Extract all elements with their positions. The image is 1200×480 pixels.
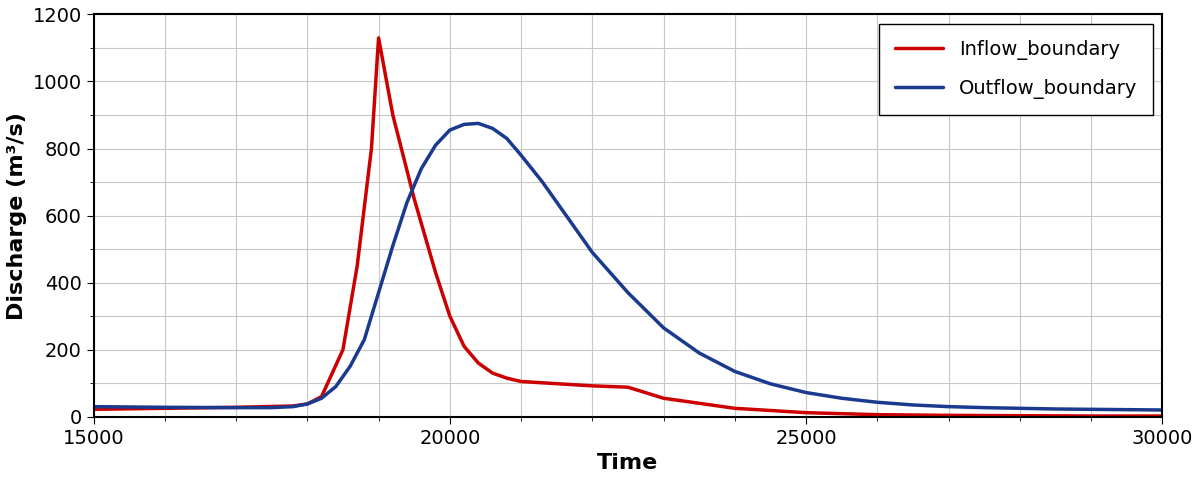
Outflow_boundary xyxy=(499,135,514,141)
Outflow_boundary xyxy=(834,396,848,401)
Outflow_boundary xyxy=(157,405,172,410)
Line: Outflow_boundary: Outflow_boundary xyxy=(94,123,1163,410)
Inflow_boundary xyxy=(350,263,365,269)
Outflow_boundary xyxy=(229,405,244,410)
Outflow_boundary xyxy=(314,396,329,401)
Outflow_boundary xyxy=(1156,407,1170,413)
Outflow_boundary xyxy=(414,166,428,171)
Inflow_boundary xyxy=(300,401,314,407)
Inflow_boundary xyxy=(1013,413,1027,419)
Outflow_boundary xyxy=(1084,407,1098,412)
Outflow_boundary xyxy=(692,350,707,356)
Outflow_boundary xyxy=(727,369,742,374)
Inflow_boundary xyxy=(870,412,884,418)
Outflow_boundary xyxy=(1049,406,1063,412)
Inflow_boundary xyxy=(443,313,457,319)
Outflow_boundary xyxy=(286,404,300,409)
Inflow_boundary xyxy=(229,405,244,410)
Inflow_boundary xyxy=(942,412,956,418)
Inflow_boundary xyxy=(472,360,486,366)
Inflow_boundary xyxy=(620,384,635,390)
Outflow_boundary xyxy=(870,399,884,405)
Outflow_boundary xyxy=(358,336,372,342)
Outflow_boundary xyxy=(620,290,635,296)
Outflow_boundary xyxy=(906,402,920,408)
Outflow_boundary xyxy=(472,120,486,126)
Outflow_boundary xyxy=(485,126,499,132)
Outflow_boundary xyxy=(557,209,571,215)
Inflow_boundary xyxy=(457,343,472,349)
Outflow_boundary xyxy=(400,199,414,205)
Inflow_boundary xyxy=(485,370,499,376)
Legend: Inflow_boundary, Outflow_boundary: Inflow_boundary, Outflow_boundary xyxy=(878,24,1153,115)
X-axis label: Time: Time xyxy=(598,453,659,473)
Outflow_boundary xyxy=(264,405,278,410)
Outflow_boundary xyxy=(329,384,343,389)
Outflow_boundary xyxy=(656,325,671,331)
Inflow_boundary xyxy=(727,406,742,411)
Outflow_boundary xyxy=(763,381,778,387)
Outflow_boundary xyxy=(942,404,956,409)
Outflow_boundary xyxy=(443,127,457,133)
Inflow_boundary xyxy=(1084,413,1098,419)
Outflow_boundary xyxy=(300,401,314,407)
Outflow_boundary xyxy=(343,363,358,369)
Inflow_boundary xyxy=(656,396,671,401)
Outflow_boundary xyxy=(535,179,550,185)
Outflow_boundary xyxy=(977,405,991,410)
Inflow_boundary xyxy=(428,270,443,276)
Outflow_boundary xyxy=(586,250,600,255)
Outflow_boundary xyxy=(428,142,443,148)
Inflow_boundary xyxy=(314,394,329,399)
Inflow_boundary xyxy=(365,145,379,151)
Inflow_boundary xyxy=(371,35,385,41)
Inflow_boundary xyxy=(514,379,528,384)
Inflow_boundary xyxy=(586,383,600,389)
Outflow_boundary xyxy=(1120,407,1134,412)
Outflow_boundary xyxy=(371,290,385,296)
Y-axis label: Discharge (m³/s): Discharge (m³/s) xyxy=(7,112,26,320)
Inflow_boundary xyxy=(1156,413,1170,419)
Inflow_boundary xyxy=(336,347,350,352)
Inflow_boundary xyxy=(385,112,400,118)
Inflow_boundary xyxy=(86,407,101,412)
Inflow_boundary xyxy=(499,375,514,381)
Outflow_boundary xyxy=(385,243,400,249)
Line: Inflow_boundary: Inflow_boundary xyxy=(94,38,1163,416)
Inflow_boundary xyxy=(407,196,421,202)
Outflow_boundary xyxy=(799,390,814,396)
Inflow_boundary xyxy=(286,403,300,409)
Outflow_boundary xyxy=(514,152,528,158)
Outflow_boundary xyxy=(457,121,472,127)
Outflow_boundary xyxy=(1013,406,1027,411)
Outflow_boundary xyxy=(86,404,101,409)
Inflow_boundary xyxy=(799,410,814,416)
